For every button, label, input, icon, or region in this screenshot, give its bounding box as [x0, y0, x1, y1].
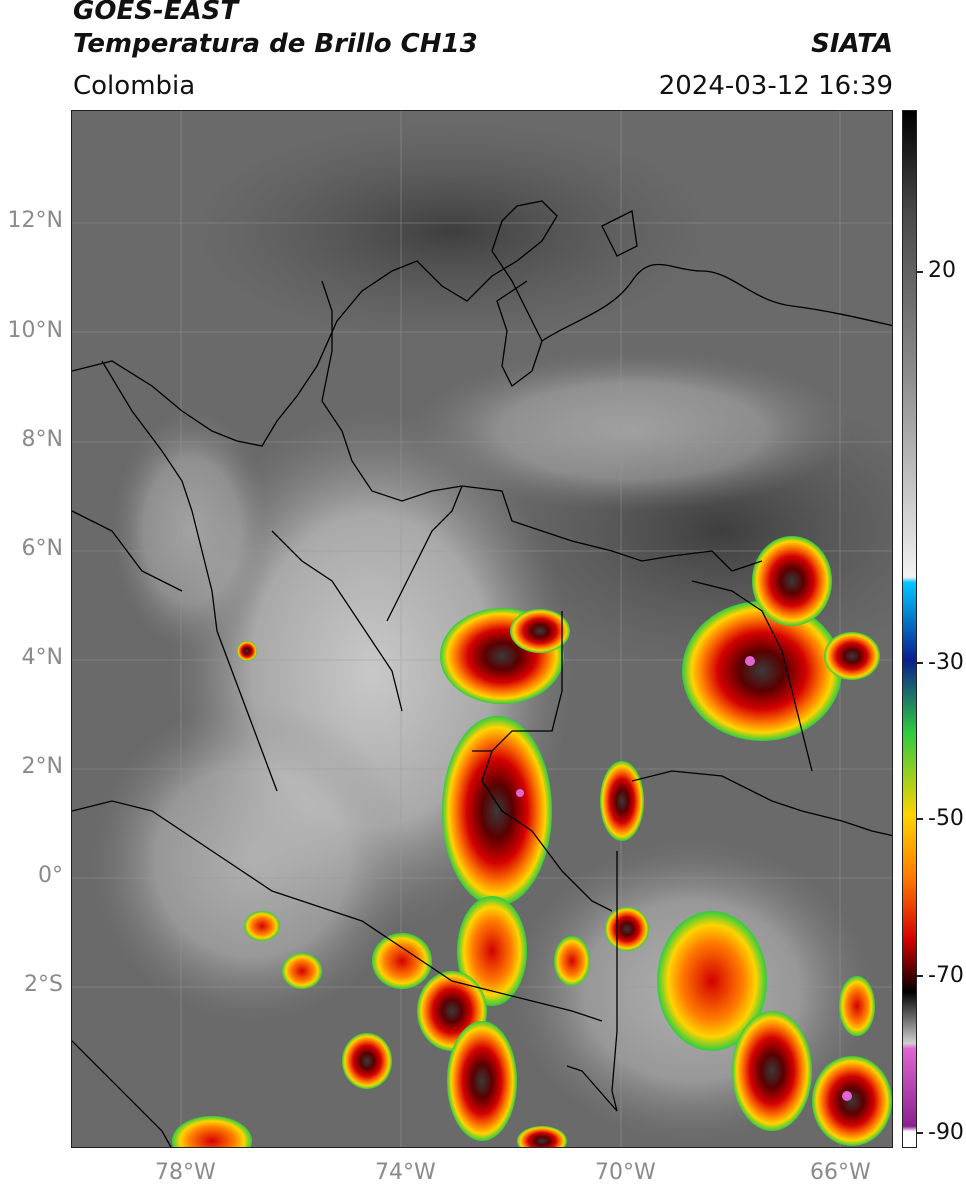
lat-label-2s: 2°S [24, 972, 63, 997]
cb-tick-m50 [917, 818, 923, 820]
lon-label-78w: 78°W [155, 1160, 216, 1185]
satellite-map[interactable] [71, 110, 893, 1148]
satellite-title: GOES-EAST [73, 0, 239, 26]
lon-label-70w: 70°W [595, 1160, 656, 1185]
cb-label-m30: -30 [928, 650, 964, 675]
lat-label-6n: 6°N [21, 536, 63, 561]
lat-label-8n: 8°N [21, 427, 63, 452]
agency-label: SIATA [811, 29, 893, 59]
cb-tick-m90 [917, 1132, 923, 1134]
lat-label-4n: 4°N [21, 645, 63, 670]
datetime-label: 2024-03-12 16:39 [658, 71, 893, 101]
map-canvas [72, 111, 892, 1147]
lat-label-12n: 12°N [7, 208, 63, 233]
cb-label-m70: -70 [928, 963, 964, 988]
cb-tick-m70 [917, 975, 923, 977]
cb-label-m50: -50 [928, 806, 964, 831]
lat-label-0: 0° [38, 863, 63, 888]
lat-label-10n: 10°N [7, 318, 63, 343]
cb-tick-m30 [917, 662, 923, 664]
storm-cells [172, 536, 892, 1147]
lat-label-2n: 2°N [21, 754, 63, 779]
boundaries [72, 200, 892, 1147]
cb-tick-20 [917, 271, 923, 273]
lon-label-66w: 66°W [810, 1160, 871, 1185]
product-title: Temperatura de Brillo CH13 [73, 29, 478, 59]
temperature-colorbar [902, 110, 917, 1148]
cb-label-m90: -90 [928, 1120, 964, 1145]
lon-label-74w: 74°W [375, 1160, 436, 1185]
region-label: Colombia [73, 71, 196, 101]
cb-label-20: 20 [928, 258, 956, 283]
